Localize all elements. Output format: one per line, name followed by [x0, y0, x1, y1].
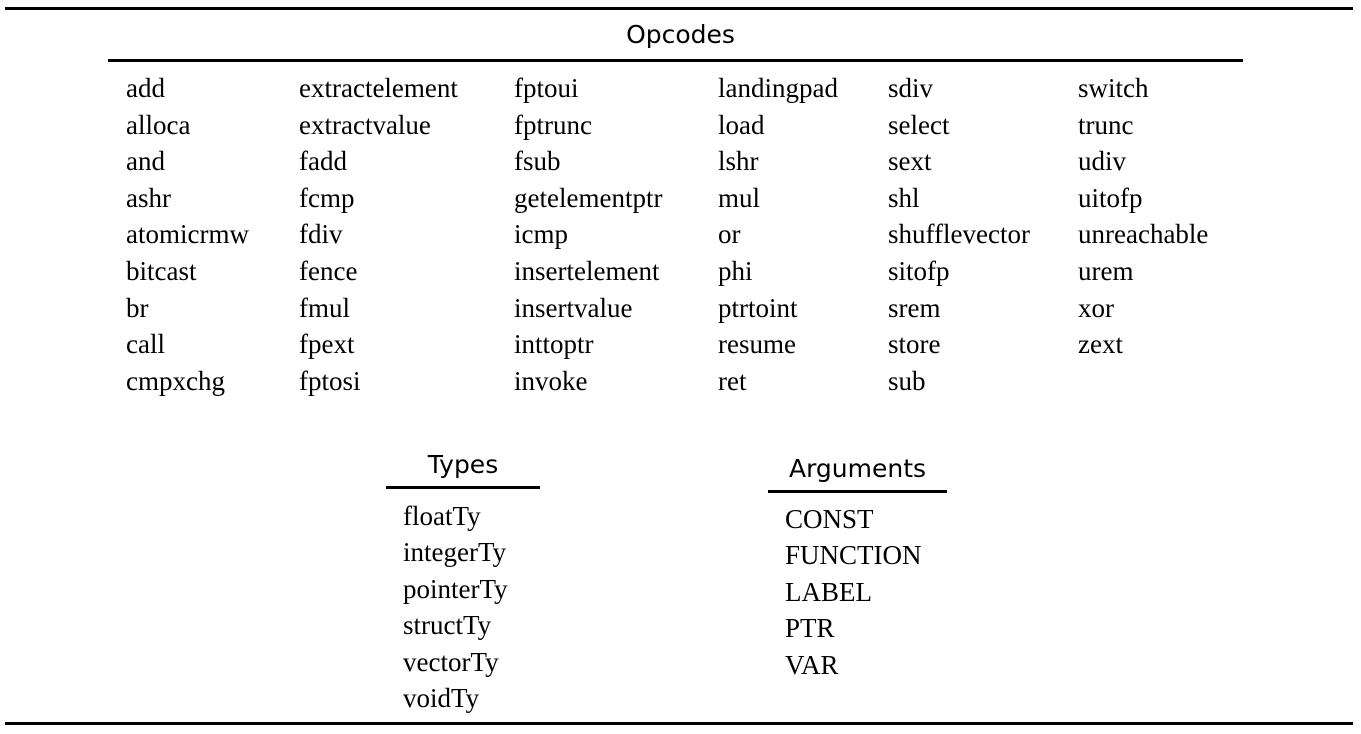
opcode-cell: srem	[888, 292, 941, 323]
opcode-cell: landingpad	[718, 73, 838, 103]
opcode-cell: fsub	[514, 146, 561, 177]
arguments-header: Arguments	[788, 454, 927, 483]
opcode-cell: fadd	[299, 146, 347, 177]
opcode-cell: br	[126, 292, 149, 323]
opcode-cell: icmp	[514, 219, 568, 250]
opcode-cell: mul	[718, 182, 761, 213]
arguments-header-rule	[768, 490, 947, 493]
opcode-cell: load	[718, 109, 765, 140]
type-item: integerTy	[403, 537, 507, 568]
opcode-cell: extractelement	[299, 73, 458, 103]
opcode-cell: ashr	[126, 182, 171, 213]
opcode-cell: store	[888, 329, 941, 360]
types-header: Types	[427, 450, 499, 479]
table-bottom-rule	[5, 722, 1353, 725]
opcode-cell: atomicrmw	[126, 219, 249, 250]
opcode-cell: lshr	[718, 146, 759, 177]
types-list: floatTy integerTy pointerTy structTy vectorT…	[403, 498, 508, 716]
opcode-cell: insertvalue	[514, 292, 633, 323]
opcode-cell: sub	[888, 365, 926, 396]
opcodes-header: Opcodes	[626, 20, 735, 49]
opcode-cell: fence	[299, 255, 358, 286]
opcode-cell: xor	[1078, 292, 1114, 323]
opcode-cell: fptrunc	[514, 109, 592, 140]
type-item: floatTy	[403, 501, 481, 531]
opcode-column: extractelement extractvalue fadd fcmp fdiv fe…	[299, 70, 458, 399]
opcode-cell: ret	[718, 365, 747, 396]
opcode-cell: fdiv	[299, 219, 343, 250]
opcode-cell: fptosi	[299, 365, 361, 396]
opcode-cell: cmpxchg	[126, 365, 225, 396]
opcode-cell: inttoptr	[514, 329, 594, 360]
opcode-cell: udiv	[1078, 146, 1127, 177]
opcode-cell: sitofp	[888, 255, 950, 286]
opcode-cell: extractvalue	[299, 109, 431, 140]
opcode-cell: insertelement	[514, 255, 660, 286]
type-item: structTy	[403, 610, 492, 641]
opcode-cell: urem	[1078, 255, 1134, 286]
type-item: pointerTy	[403, 573, 508, 604]
opcode-cell: alloca	[126, 109, 191, 140]
types-header-rule	[386, 486, 540, 489]
opcode-cell: switch	[1078, 73, 1149, 103]
opcode-cell: getelementptr	[514, 182, 663, 213]
opcode-cell: shl	[888, 182, 920, 213]
opcode-cell: call	[126, 329, 165, 360]
type-item: voidTy	[403, 682, 480, 713]
opcode-cell: select	[888, 109, 950, 140]
opcode-cell: fmul	[299, 292, 350, 323]
opcode-cell: fptoui	[514, 73, 579, 103]
opcodes-header-rule	[108, 59, 1243, 62]
opcode-cell: zext	[1078, 329, 1123, 360]
arguments-list: CONST FUNCTION LABEL PTR VAR	[785, 501, 922, 683]
opcode-cell: sext	[888, 146, 932, 177]
opcode-cell: add	[126, 73, 165, 103]
opcode-cell: unreachable	[1078, 219, 1209, 250]
opcode-cell: shufflevector	[888, 219, 1030, 250]
opcode-cell: ptrtoint	[718, 292, 798, 323]
opcode-cell: fcmp	[299, 182, 355, 213]
argument-item: FUNCTION	[785, 540, 922, 571]
argument-item: VAR	[785, 649, 839, 680]
opcode-cell: trunc	[1078, 109, 1134, 140]
opcode-cell: fpext	[299, 329, 355, 360]
opcode-column: fptoui fptrunc fsub getelementptr icmp insert…	[514, 70, 662, 399]
type-item: vectorTy	[403, 646, 499, 677]
opcode-column: add alloca and ashr atomicrmw bitcast br call cm…	[126, 70, 249, 399]
opcode-cell: sdiv	[888, 73, 934, 103]
opcode-cell: uitofp	[1078, 182, 1143, 213]
argument-item: PTR	[785, 613, 835, 644]
opcode-cell: phi	[718, 255, 753, 286]
opcode-cell: or	[718, 219, 741, 250]
opcode-column: landingpad load lshr mul or phi ptrtoint resume…	[718, 70, 838, 399]
opcode-column: switch trunc udiv uitofp unreachable urem xor z…	[1078, 70, 1208, 363]
opcode-cell: bitcast	[126, 255, 197, 286]
table-top-rule	[5, 7, 1353, 10]
opcode-column: sdiv select sext shl shufflevector sitofp srem…	[888, 70, 1030, 399]
argument-item: LABEL	[785, 576, 872, 607]
opcode-cell: and	[126, 146, 165, 177]
opcode-cell: invoke	[514, 365, 588, 396]
opcode-cell: resume	[718, 329, 796, 360]
argument-item: CONST	[785, 504, 874, 534]
